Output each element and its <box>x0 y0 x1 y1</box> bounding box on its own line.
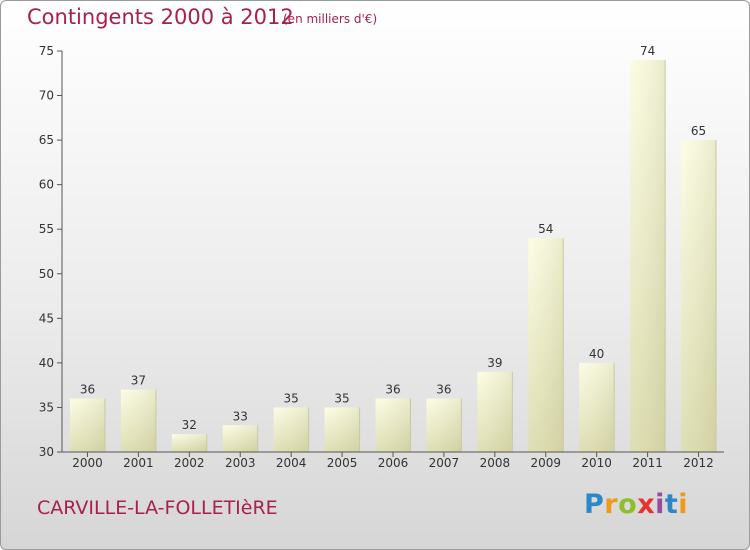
chart-subtitle: (en milliers d'€) <box>283 12 378 26</box>
y-tick-label: 70 <box>39 89 54 103</box>
bar-shade-2001 <box>120 389 156 452</box>
logo-letter: o <box>618 489 638 520</box>
bar-shade-2011 <box>630 59 666 453</box>
bar-shade-2012 <box>681 140 717 452</box>
data-label-2008: 39 <box>487 356 502 370</box>
data-label-2011: 74 <box>640 44 655 58</box>
x-tick-label-2011: 2011 <box>632 456 663 470</box>
bar-shade-2006 <box>375 398 411 452</box>
y-tick-label: 50 <box>39 267 54 281</box>
bar-shade-2002 <box>171 434 207 452</box>
logo-letter: r <box>604 489 619 520</box>
data-label-2012: 65 <box>691 124 706 138</box>
x-tick-label-2010: 2010 <box>581 456 612 470</box>
bar-shade-2004 <box>273 407 309 452</box>
data-label-2001: 37 <box>131 374 146 388</box>
data-label-2002: 32 <box>182 418 197 432</box>
chart-title: Contingents 2000 à 2012 <box>27 5 294 29</box>
logo-letter: x <box>637 489 656 520</box>
bar-shade-2005 <box>324 407 360 452</box>
y-tick-label: 30 <box>39 445 54 459</box>
data-label-2009: 54 <box>538 222 553 236</box>
data-label-2007: 36 <box>436 383 451 397</box>
x-tick-label-2008: 2008 <box>480 456 511 470</box>
y-tick-label: 65 <box>39 133 54 147</box>
logo-letter: P <box>584 489 605 520</box>
x-tick-label-2002: 2002 <box>174 456 205 470</box>
bar-shade-2010 <box>579 362 615 452</box>
data-label-2003: 33 <box>233 409 248 423</box>
data-label-2005: 35 <box>334 391 349 405</box>
logo-letter: t <box>664 489 679 520</box>
data-label-2006: 36 <box>385 383 400 397</box>
x-tick-label-2003: 2003 <box>225 456 256 470</box>
x-tick-label-2004: 2004 <box>276 456 307 470</box>
y-tick-label: 60 <box>39 178 54 192</box>
y-tick-label: 40 <box>39 356 54 370</box>
data-label-2000: 36 <box>80 383 95 397</box>
x-tick-label-2012: 2012 <box>683 456 714 470</box>
x-tick-label-2001: 2001 <box>123 456 154 470</box>
bars: 36 37 32 33 35 35 36 36 39 54 40 74 65 <box>69 44 717 453</box>
y-tick-label: 45 <box>39 311 54 325</box>
bar-shade-2000 <box>69 398 105 452</box>
x-tick-label-2007: 2007 <box>429 456 460 470</box>
y-tick-label: 55 <box>39 222 54 236</box>
y-axis: 30 35 40 45 50 55 60 65 70 75 <box>39 44 63 459</box>
data-label-2010: 40 <box>589 347 604 361</box>
x-tick-label-2009: 2009 <box>530 456 561 470</box>
y-tick-label: 35 <box>39 400 54 414</box>
logo-letter: i <box>678 489 689 520</box>
bar-shade-2009 <box>528 238 564 452</box>
y-tick-label: 75 <box>39 44 54 58</box>
bar-shade-2008 <box>477 371 513 452</box>
bar-shade-2003 <box>222 425 258 452</box>
bar-shade-2007 <box>426 398 462 452</box>
x-tick-label-2000: 2000 <box>72 456 103 470</box>
x-tick-label-2006: 2006 <box>378 456 409 470</box>
data-label-2004: 35 <box>284 391 299 405</box>
x-axis: 2000 2001 2002 2003 2004 2005 2006 2007 2008 2009… <box>62 451 724 470</box>
logo-letter: i <box>655 489 665 520</box>
x-tick-label-2005: 2005 <box>327 456 358 470</box>
proxiti-logo: Proxiti <box>584 489 688 520</box>
commune-name: CARVILLE-LA-FOLLETIèRE <box>37 497 278 519</box>
